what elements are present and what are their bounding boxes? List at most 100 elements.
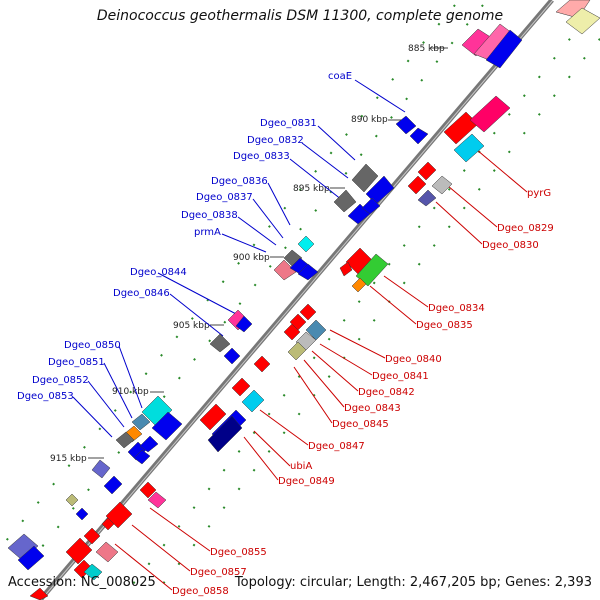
- tick-label: 885 kbp: [408, 44, 445, 54]
- gene-label-Dgeo_0833: Dgeo_0833: [233, 151, 290, 162]
- gene-arrow: [485, 29, 523, 69]
- gene-arrow: [235, 315, 253, 333]
- gene-arrow: [351, 163, 379, 193]
- gene-label-Dgeo_0853: Dgeo_0853: [17, 391, 74, 402]
- gene-arrow: [339, 261, 353, 277]
- tick-label: 890 kbp: [351, 115, 388, 125]
- gene-arrow: [273, 259, 297, 281]
- genes-right: [29, 0, 600, 600]
- gene-arrow: [431, 175, 453, 195]
- genes-left: [7, 23, 523, 571]
- gene-arrow: [29, 587, 49, 600]
- tick-label: 895 kbp: [293, 184, 330, 194]
- gene-label-Dgeo_0843: Dgeo_0843: [344, 403, 401, 414]
- gene-label-Dgeo_0841: Dgeo_0841: [372, 371, 429, 382]
- gene-label-Dgeo_0850: Dgeo_0850: [64, 340, 121, 351]
- guide-dots: [0, 4, 600, 600]
- gene-arrow: [287, 341, 307, 361]
- gene-label-Dgeo_0855: Dgeo_0855: [210, 547, 267, 558]
- gene-arrow: [297, 263, 319, 281]
- gene-arrow: [101, 517, 115, 531]
- gene-arrow: [241, 389, 265, 413]
- gene-arrow: [7, 533, 39, 561]
- gene-label-Dgeo_0830: Dgeo_0830: [482, 240, 539, 251]
- gene-arrow: [133, 449, 151, 465]
- gene-arrow: [469, 95, 511, 133]
- gene-label-Dgeo_0857: Dgeo_0857: [190, 567, 247, 578]
- gene-arrow: [65, 493, 79, 507]
- gene-arrow: [207, 415, 243, 453]
- tick-label: 905 kbp: [173, 321, 210, 331]
- gene-arrow: [139, 435, 159, 453]
- gene-arrow: [131, 413, 151, 431]
- gene-arrow: [407, 175, 427, 195]
- gene-label-Dgeo_0840: Dgeo_0840: [385, 354, 442, 365]
- gene-label-Dgeo_0842: Dgeo_0842: [358, 387, 415, 398]
- gene-arrow: [91, 459, 111, 479]
- gene-label-pyrG: pyrG: [527, 188, 551, 199]
- gene-arrow: [199, 403, 227, 431]
- tick-label: 900 kbp: [233, 253, 270, 263]
- gene-label-Dgeo_0838: Dgeo_0838: [181, 210, 238, 221]
- gene-label-Dgeo_0847: Dgeo_0847: [308, 441, 365, 452]
- scale-ticks: [88, 47, 448, 459]
- gene-label-Dgeo_0835: Dgeo_0835: [416, 320, 473, 331]
- gene-arrow: [565, 7, 600, 35]
- gene-label-Dgeo_0834: Dgeo_0834: [428, 303, 485, 314]
- genome-summary-text: Topology: circular; Length: 2,467,205 bp…: [234, 575, 592, 590]
- gene-label-prmA: prmA: [194, 227, 221, 238]
- gene-arrow: [453, 133, 485, 163]
- gene-arrow: [95, 541, 119, 563]
- map-title: Deinococcus geothermalis DSM 11300, comp…: [96, 8, 504, 24]
- gene-arrow: [351, 277, 367, 293]
- gene-label-Dgeo_0851: Dgeo_0851: [48, 357, 105, 368]
- gene-label-ubiA: ubiA: [290, 461, 312, 472]
- gene-label-coaE: coaE: [328, 71, 352, 82]
- gene-arrow: [83, 527, 101, 545]
- leader-lines-red: [114, 149, 528, 591]
- accession-text: Accession: NC_008025: [8, 575, 156, 590]
- gene-arrow: [299, 303, 317, 321]
- gene-arrow: [305, 319, 327, 341]
- gene-arrow: [361, 197, 381, 215]
- gene-arrow: [417, 189, 437, 207]
- gene-arrow: [409, 127, 429, 145]
- gene-label-Dgeo_0849: Dgeo_0849: [278, 476, 335, 487]
- gene-label-Dgeo_0831: Dgeo_0831: [260, 118, 317, 129]
- gene-arrow: [395, 115, 417, 135]
- gene-label-Dgeo_0832: Dgeo_0832: [247, 135, 304, 146]
- gene-arrow: [147, 491, 167, 509]
- gene-arrow: [83, 563, 103, 581]
- gene-arrow: [141, 395, 173, 427]
- tick-label: 915 kbp: [50, 454, 87, 464]
- tick-label: 910 kbp: [112, 387, 149, 397]
- gene-arrow: [253, 355, 271, 373]
- gene-arrow: [103, 475, 123, 495]
- gene-label-Dgeo_0837: Dgeo_0837: [196, 192, 253, 203]
- gene-arrow: [75, 507, 89, 521]
- gene-arrow: [231, 377, 251, 397]
- gene-arrow: [209, 333, 231, 353]
- gene-arrow: [333, 189, 357, 213]
- gene-arrow: [17, 545, 45, 571]
- gene-label-Dgeo_0846: Dgeo_0846: [113, 288, 170, 299]
- gene-arrow: [283, 249, 303, 267]
- gene-arrow: [297, 235, 315, 253]
- gene-arrow: [223, 347, 241, 365]
- gene-label-Dgeo_0858: Dgeo_0858: [172, 586, 229, 597]
- gene-arrow: [151, 411, 183, 441]
- gene-label-Dgeo_0844: Dgeo_0844: [130, 267, 187, 278]
- genome-backbone: [38, 0, 554, 600]
- gene-arrow: [65, 537, 93, 565]
- gene-arrow: [417, 161, 437, 181]
- gene-arrow: [139, 481, 157, 499]
- gene-label-Dgeo_0836: Dgeo_0836: [211, 176, 268, 187]
- leader-lines-blue: [72, 79, 406, 438]
- gene-arrow: [115, 431, 135, 449]
- gene-arrow: [283, 323, 301, 341]
- gene-arrow: [555, 0, 591, 19]
- gene-label-Dgeo_0845: Dgeo_0845: [332, 419, 389, 430]
- gene-label-Dgeo_0852: Dgeo_0852: [32, 375, 89, 386]
